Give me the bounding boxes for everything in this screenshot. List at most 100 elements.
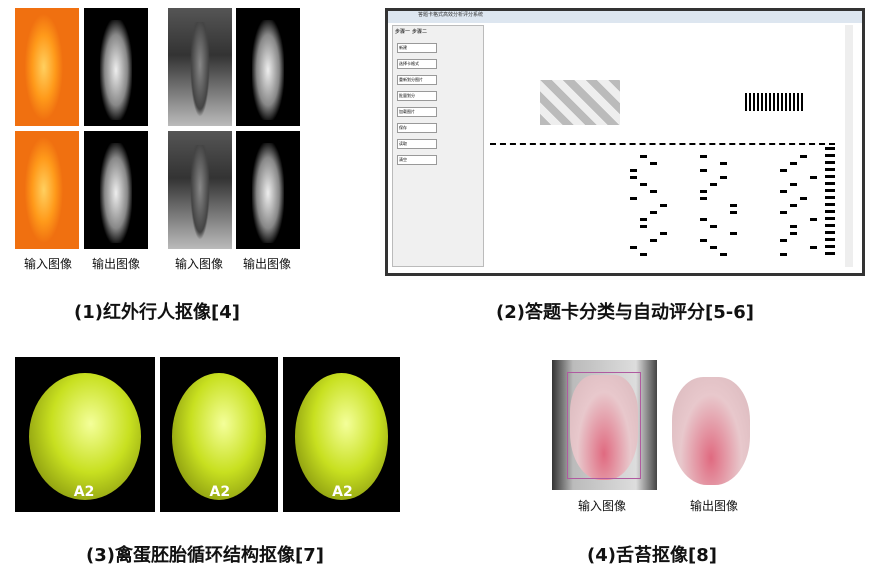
answer-mark — [780, 239, 787, 242]
sidebar-button[interactable]: 清空 — [397, 155, 437, 165]
answer-mark — [700, 197, 707, 200]
answer-mark — [710, 246, 717, 249]
caption: (3)禽蛋胚胎循环结构抠像[7] — [86, 545, 324, 566]
sidebar-button[interactable]: 重新划分图片 — [397, 75, 437, 85]
answer-mark — [790, 232, 797, 235]
gray-input-image-1 — [168, 8, 232, 126]
infrared-output-image-1 — [84, 8, 148, 126]
timing-mark — [825, 210, 835, 213]
answer-mark — [790, 162, 797, 165]
caption: (1)红外行人抠像[4] — [74, 302, 240, 323]
answer-mark — [720, 176, 727, 179]
sidebar-button[interactable]: 加载图片 — [397, 107, 437, 117]
sidebar-button[interactable]: 读取 — [397, 139, 437, 149]
sidebar-button[interactable]: 批量划分 — [397, 91, 437, 101]
tab[interactable]: 步骤一 — [395, 29, 411, 35]
answer-mark — [800, 197, 807, 200]
infrared-input-image-2 — [15, 131, 79, 249]
gray-input-image-2 — [168, 131, 232, 249]
answer-mark — [700, 218, 707, 221]
answer-mark — [790, 183, 797, 186]
image-label: 输出图像 — [92, 257, 141, 271]
timing-mark — [825, 175, 835, 178]
image-label: 输入图像 — [578, 499, 627, 513]
answer-card-image — [490, 25, 855, 267]
egg-mark: A2 — [209, 483, 231, 500]
answer-mark — [640, 218, 647, 221]
image-label: 输出图像 — [243, 257, 292, 271]
image-label: 输入图像 — [175, 257, 224, 271]
answer-mark — [650, 211, 657, 214]
answer-mark — [810, 176, 817, 179]
answer-mark — [790, 225, 797, 228]
answer-mark — [700, 169, 707, 172]
answer-mark — [810, 218, 817, 221]
tongue-output-image — [672, 377, 750, 485]
egg-mark: A2 — [332, 483, 353, 500]
egg-mark: A2 — [73, 483, 95, 500]
timing-mark — [825, 168, 835, 171]
gray-output-image-1 — [236, 8, 300, 126]
timing-mark — [825, 147, 835, 150]
answer-mark — [650, 239, 657, 242]
answer-mark — [650, 190, 657, 193]
answer-mark — [790, 204, 797, 207]
answer-mark — [640, 225, 647, 228]
timing-mark — [825, 217, 835, 220]
answer-mark — [730, 211, 737, 214]
infrared-input-image-1 — [15, 8, 79, 126]
answer-mark — [780, 211, 787, 214]
egg-image-1: A2 — [15, 357, 155, 512]
answer-mark — [650, 162, 657, 165]
answer-mark — [630, 197, 637, 200]
answer-mark — [730, 204, 737, 207]
answer-mark — [700, 190, 707, 193]
answer-mark — [640, 183, 647, 186]
answer-mark — [810, 246, 817, 249]
sidebar: 步骤一 步骤二 新建 选择卡格式 重新划分图片 批量划分 加载图片 保存 读取 … — [392, 25, 484, 267]
timing-mark — [825, 231, 835, 234]
sidebar-button[interactable]: 选择卡格式 — [397, 59, 437, 69]
answer-mark — [800, 155, 807, 158]
image-label: 输出图像 — [690, 499, 739, 513]
barcode — [745, 93, 805, 111]
timing-mark — [825, 252, 835, 255]
scrollbar[interactable] — [845, 25, 853, 267]
gray-output-image-2 — [236, 131, 300, 249]
divider — [490, 143, 835, 145]
answer-mark — [710, 225, 717, 228]
sidebar-button[interactable]: 保存 — [397, 123, 437, 133]
caption: (2)答题卡分类与自动评分[5-6] — [496, 302, 754, 323]
timing-mark — [825, 245, 835, 248]
tab[interactable]: 步骤二 — [412, 29, 428, 35]
answer-mark — [640, 253, 647, 256]
answer-mark — [700, 155, 707, 158]
answer-mark — [780, 190, 787, 193]
timing-mark — [825, 189, 835, 192]
answer-mark — [710, 183, 717, 186]
answer-mark — [720, 253, 727, 256]
bounding-box — [567, 372, 641, 479]
timing-mark — [825, 161, 835, 164]
timing-mark — [825, 196, 835, 199]
timing-mark — [825, 154, 835, 157]
answer-mark — [660, 232, 667, 235]
answer-mark — [720, 162, 727, 165]
image-label: 输入图像 — [24, 257, 73, 271]
answer-mark — [630, 169, 637, 172]
timing-mark — [825, 224, 835, 227]
answer-mark — [630, 246, 637, 249]
answer-mark — [700, 239, 707, 242]
window-title: 答题卡格式高效分析评分系统 — [388, 11, 862, 23]
timing-mark — [825, 182, 835, 185]
infrared-output-image-2 — [84, 131, 148, 249]
egg-image-2: A2 — [160, 357, 278, 512]
answer-mark — [640, 155, 647, 158]
sidebar-button[interactable]: 新建 — [397, 43, 437, 53]
timing-mark — [825, 203, 835, 206]
answer-mark — [780, 169, 787, 172]
blurred-area — [540, 80, 620, 125]
answer-mark — [780, 253, 787, 256]
caption: (4)舌苔抠像[8] — [587, 545, 717, 566]
answer-mark — [630, 176, 637, 179]
